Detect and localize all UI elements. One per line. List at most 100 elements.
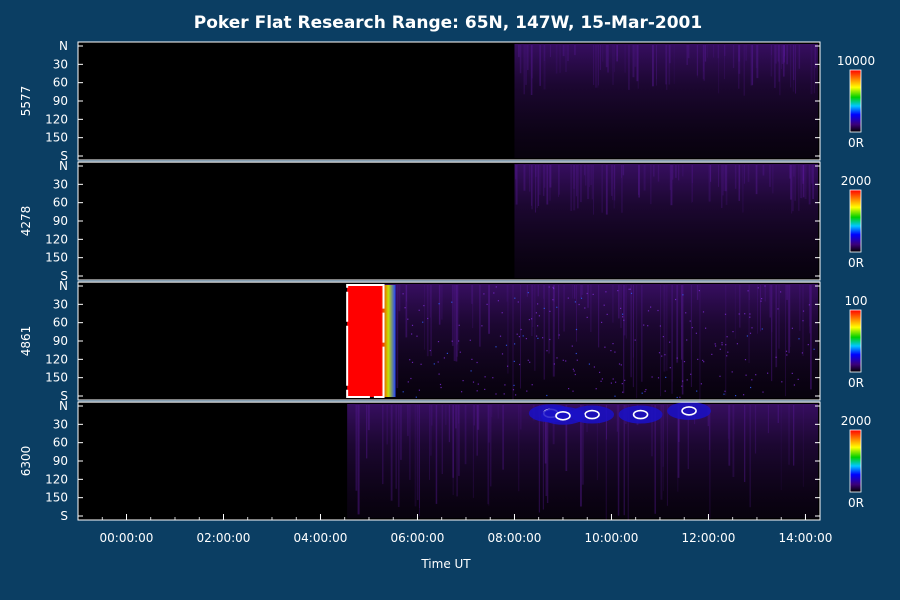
emission-streak	[745, 45, 748, 61]
emission-streak	[641, 285, 643, 382]
noise-speck	[501, 353, 504, 355]
noise-speck	[724, 390, 726, 392]
emission-streak	[666, 45, 668, 90]
emission-streak	[409, 405, 411, 480]
noise-speck	[808, 304, 810, 306]
emission-streak	[675, 165, 677, 178]
emission-streak	[739, 165, 741, 189]
emission-streak	[656, 45, 657, 80]
emission-streak	[708, 405, 711, 451]
emission-streak	[539, 165, 541, 195]
emission-streak	[598, 285, 600, 348]
noise-speck	[786, 354, 788, 356]
y-tick-label: S	[60, 389, 68, 403]
emission-streak	[620, 285, 622, 328]
noise-speck	[749, 313, 751, 315]
noise-speck	[727, 351, 729, 353]
noise-speck	[603, 304, 605, 306]
emission-streak	[624, 45, 626, 73]
emission-streak	[633, 285, 634, 358]
emission-streak	[702, 45, 704, 72]
noise-speck	[777, 308, 779, 310]
emission-streak	[810, 45, 813, 95]
noise-speck	[568, 388, 570, 390]
noise-speck	[536, 335, 538, 337]
noise-speck	[675, 298, 677, 301]
noise-speck	[791, 372, 793, 374]
emission-streak	[669, 165, 671, 191]
emission-streak	[780, 405, 782, 491]
noise-speck	[623, 319, 625, 321]
emission-streak	[622, 165, 625, 176]
emission-streak	[785, 285, 786, 397]
colorbar-min-label: 0R	[848, 256, 864, 270]
emission-streak	[549, 165, 551, 201]
panel-6300: N 30 60 90 120 150 S 6300 2000 0R	[19, 399, 871, 523]
noise-speck	[515, 394, 517, 396]
emission-streak	[545, 405, 548, 496]
emission-streak	[546, 405, 549, 503]
noise-speck	[549, 338, 551, 341]
emission-streak	[559, 45, 561, 73]
y-tick-label: 120	[45, 472, 68, 486]
emission-streak	[697, 45, 699, 78]
panels: N 30 60 90 120 150 S 5577 10000 0R N 30 60 90 120 150 S 4…	[19, 39, 875, 523]
emission-streak	[518, 405, 520, 492]
emission-streak	[590, 165, 592, 185]
emission-streak	[355, 405, 358, 491]
emission-streak	[809, 285, 810, 327]
emission-streak	[605, 165, 608, 215]
y-tick-label: 150	[45, 491, 68, 505]
noise-speck	[438, 303, 440, 305]
emission-streak	[587, 285, 589, 308]
emission-streak	[632, 285, 634, 388]
emission-streak	[580, 165, 582, 203]
emission-streak	[535, 165, 537, 177]
noise-speck	[443, 357, 445, 359]
noise-speck	[698, 290, 700, 292]
noise-speck	[492, 377, 494, 379]
noise-speck	[462, 380, 464, 382]
emission-streak	[718, 45, 720, 94]
emission-streak	[692, 165, 693, 202]
emission-streak	[464, 405, 467, 465]
emission-streak	[458, 405, 460, 424]
emission-streak	[452, 405, 454, 495]
noise-speck	[451, 301, 453, 303]
emission-streak	[793, 405, 795, 466]
emission-streak	[530, 45, 533, 95]
noise-speck	[650, 306, 652, 308]
noise-speck	[469, 339, 471, 341]
y-tick-label: N	[59, 39, 68, 53]
emission-streak	[613, 165, 615, 209]
emission-streak	[448, 405, 450, 443]
noise-speck	[437, 361, 439, 363]
emission-streak	[678, 405, 680, 442]
emission-streak	[543, 165, 545, 196]
x-tick-label: 10:00:00	[585, 531, 639, 545]
noise-speck	[548, 286, 550, 288]
emission-streak	[739, 285, 741, 328]
emission-streak	[573, 165, 575, 189]
emission-streak	[581, 405, 584, 485]
emission-streak	[477, 405, 480, 430]
noise-speck	[575, 352, 577, 355]
emission-streak	[743, 45, 745, 96]
emission-streak	[537, 165, 540, 206]
noise-speck	[418, 309, 420, 311]
emission-streak	[687, 405, 689, 470]
emission-streak	[451, 285, 454, 346]
emission-streak	[490, 405, 492, 487]
emission-streak	[681, 285, 683, 360]
aurora-contour	[584, 409, 600, 420]
emission-streak	[755, 45, 758, 68]
emission-streak	[708, 165, 711, 202]
y-tick-label: 60	[53, 196, 68, 210]
emission-streak	[786, 45, 788, 65]
noise-speck	[520, 328, 522, 331]
noise-speck	[614, 395, 616, 397]
noise-speck	[537, 337, 539, 339]
emission-streak	[788, 285, 790, 354]
emission-streak	[543, 45, 546, 61]
emission-streak	[691, 165, 693, 184]
